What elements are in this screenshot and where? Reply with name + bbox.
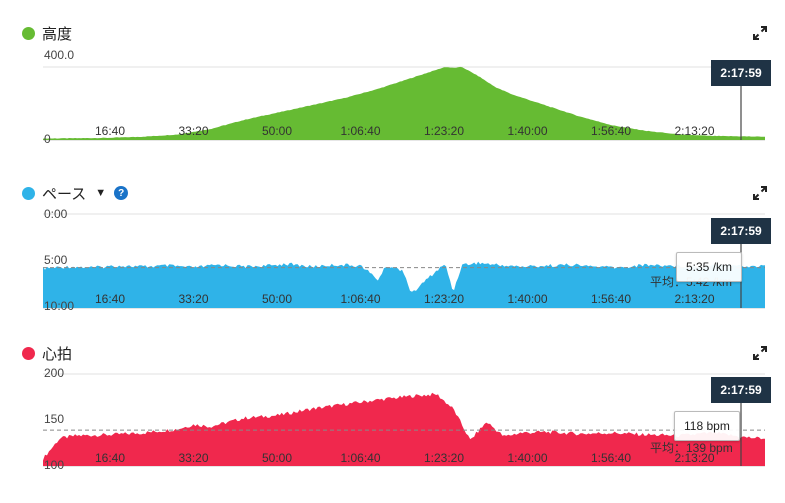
pace-chart: 0:00 5:00 10:00 16:40 33:20 50:00 1:06:40 1:23:…: [43, 207, 765, 313]
x-tick-label: 2:13:20: [674, 292, 714, 306]
pace-header: ペース ▼ ?: [22, 182, 129, 204]
x-tick-label: 33:20: [178, 451, 208, 465]
x-tick-label: 16:40: [95, 451, 125, 465]
elevation-dot-icon: [22, 26, 35, 40]
help-icon[interactable]: ?: [114, 186, 129, 200]
x-tick-label: 1:23:20: [424, 451, 464, 465]
elevation-chart: 400.0 0 16:40 33:20 50:00 1:06:40 1:23:20 1:40:…: [43, 48, 765, 146]
x-tick-label: 1:56:40: [591, 451, 631, 465]
x-tick-label: 1:40:00: [507, 451, 547, 465]
x-tick-label: 33:20: [178, 292, 208, 306]
x-tick-label: 50:00: [262, 451, 292, 465]
elevation-header: 高度: [22, 22, 72, 44]
heart-rate-header: 心拍: [22, 342, 72, 364]
pace-dropdown-caret-icon[interactable]: ▼: [95, 187, 107, 199]
heart-rate-cursor-time: 2:17:59: [711, 377, 771, 403]
x-tick-label: 1:06:40: [340, 124, 380, 138]
expand-icon[interactable]: [753, 186, 767, 200]
heart-rate-chart: 200 150 100 16:40 33:20 50:00 1:06:40 1:23:20 1:…: [43, 366, 765, 472]
heart-rate-title: 心拍: [42, 345, 73, 363]
y-tick-label: 200: [44, 366, 64, 380]
x-tick-label: 1:06:40: [340, 292, 380, 306]
pace-title: ペース: [42, 185, 87, 203]
y-tick-label: 10:00: [44, 299, 74, 313]
elevation-area: [43, 66, 765, 140]
x-tick-label: 1:56:40: [591, 292, 631, 306]
expand-icon[interactable]: [753, 26, 767, 40]
x-tick-label: 1:40:00: [507, 292, 547, 306]
elevation-title: 高度: [42, 25, 73, 43]
x-tick-label: 1:06:40: [340, 451, 380, 465]
elevation-cursor-time: 2:17:59: [711, 60, 771, 86]
x-tick-label: 50:00: [262, 292, 292, 306]
x-tick-label: 1:23:20: [424, 124, 464, 138]
x-tick-label: 1:56:40: [591, 124, 631, 138]
x-tick-label: 2:13:20: [674, 124, 714, 138]
x-tick-label: 33:20: [178, 124, 208, 138]
heart-rate-tooltip: 118 bpm: [674, 411, 740, 441]
x-tick-label: 1:23:20: [424, 292, 464, 306]
x-tick-label: 50:00: [262, 124, 292, 138]
pace-cursor-time: 2:17:59: [711, 218, 771, 244]
x-tick-label: 16:40: [95, 124, 125, 138]
pace-panel: ペース ▼ ? 0:00 5:00 10:00 16:40 33:20 50:00 1:06…: [0, 182, 785, 317]
pace-dot-icon: [22, 186, 35, 200]
heart-rate-panel: 心拍 200 150 100 16:40 33:20 50:00 1:06:40 1:23:2…: [0, 342, 785, 482]
x-tick-label: 16:40: [95, 292, 125, 306]
x-tick-label: 2:13:20: [674, 451, 714, 465]
y-tick-label: 0: [44, 132, 51, 146]
x-tick-label: 1:40:00: [507, 124, 547, 138]
y-tick-label: 100: [44, 458, 64, 472]
y-tick-label: 0:00: [44, 207, 68, 221]
y-tick-label: 400.0: [44, 48, 74, 62]
pace-tooltip: 5:35 /km: [676, 252, 743, 282]
y-tick-label: 150: [44, 412, 64, 426]
expand-icon[interactable]: [753, 346, 767, 360]
heart_rate-area: [43, 392, 765, 466]
heart_rate-average-label: 平均：139 bpm: [650, 441, 733, 455]
y-tick-label: 5:00: [44, 253, 68, 267]
heart-rate-dot-icon: [22, 346, 35, 360]
pace-area: [43, 261, 765, 308]
elevation-panel: 高度 400.0 0 16:40 33:20 50:00 1:06:40 1:23:20 1:…: [0, 22, 785, 152]
